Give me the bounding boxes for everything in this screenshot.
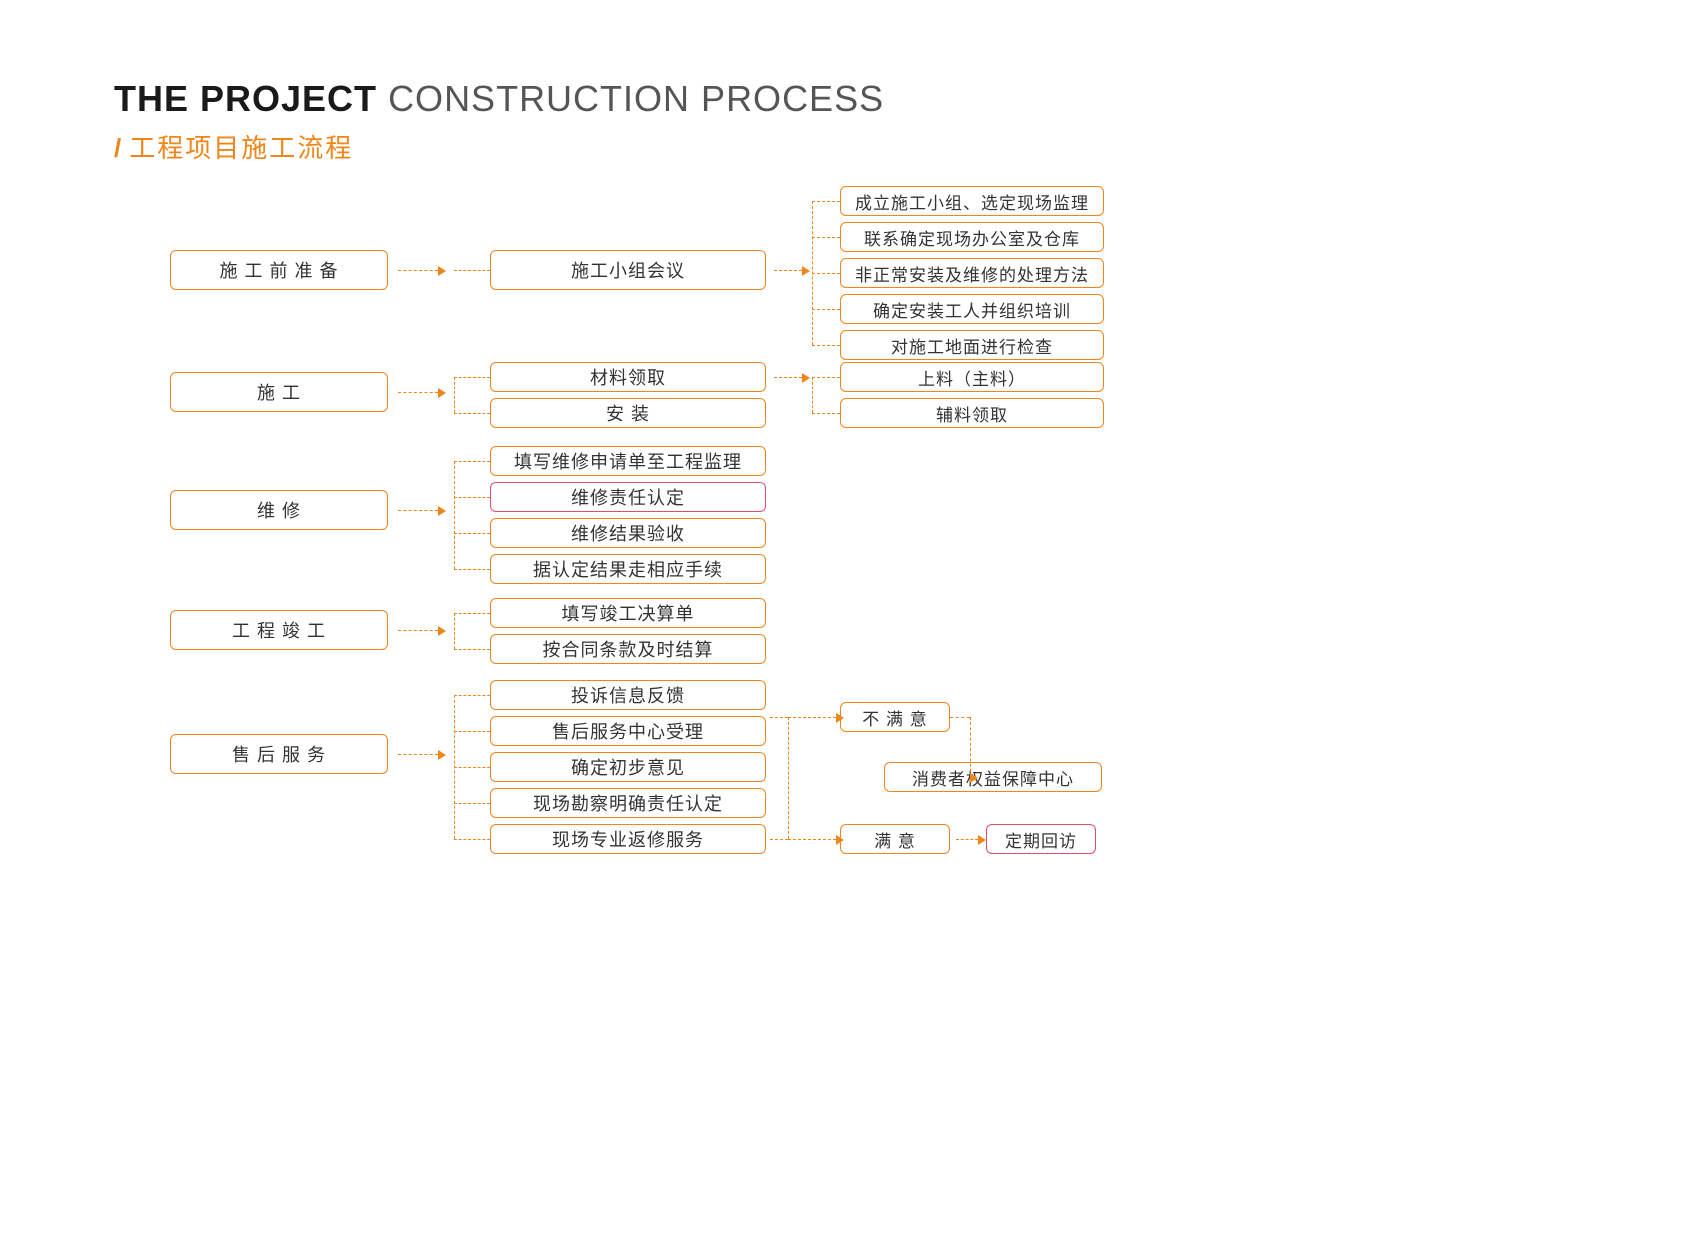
connector	[454, 533, 490, 534]
connector	[454, 839, 490, 840]
connector	[812, 377, 813, 413]
step-repair-2: 维修结果验收	[490, 518, 766, 548]
connector	[454, 613, 455, 649]
detail-prep-1: 联系确定现场办公室及仓库	[840, 222, 1104, 252]
connector	[454, 767, 490, 768]
connector	[454, 731, 490, 732]
stage-repair: 维 修	[170, 490, 388, 530]
step-after-3: 现场勘察明确责任认定	[490, 788, 766, 818]
box-consumer-center: 消费者权益保障中心	[884, 762, 1102, 792]
connector	[812, 309, 840, 310]
detail-construct-0: 上料（主料）	[840, 362, 1104, 392]
box-satisfied: 满 意	[840, 824, 950, 854]
connector	[454, 803, 490, 804]
step-repair-1: 维修责任认定	[490, 482, 766, 512]
connector	[812, 413, 840, 414]
step-repair-3: 据认定结果走相应手续	[490, 554, 766, 584]
connector	[788, 717, 789, 839]
connector	[454, 569, 490, 570]
step-after-0: 投诉信息反馈	[490, 680, 766, 710]
connector	[812, 237, 840, 238]
step-prep-0: 施工小组会议	[490, 250, 766, 290]
connector	[454, 461, 455, 569]
connector	[454, 497, 490, 498]
arrow	[774, 377, 802, 378]
detail-prep-3: 确定安装工人并组织培训	[840, 294, 1104, 324]
connector	[770, 717, 788, 718]
connector	[812, 377, 840, 378]
detail-prep-0: 成立施工小组、选定现场监理	[840, 186, 1104, 216]
connector	[454, 377, 455, 413]
arrow	[956, 839, 978, 840]
box-revisit: 定期回访	[986, 824, 1096, 854]
arrow	[398, 392, 438, 393]
connector	[454, 649, 490, 650]
connector	[454, 413, 490, 414]
connector	[770, 839, 788, 840]
step-complete-1: 按合同条款及时结算	[490, 634, 766, 664]
detail-prep-2: 非正常安装及维修的处理方法	[840, 258, 1104, 288]
connector	[454, 695, 490, 696]
connector	[454, 270, 490, 271]
arrow	[398, 630, 438, 631]
stage-construct: 施 工	[170, 372, 388, 412]
connector	[454, 377, 490, 378]
step-construct-0: 材料领取	[490, 362, 766, 392]
connector	[454, 461, 490, 462]
stage-complete: 工 程 竣 工	[170, 610, 388, 650]
connector	[970, 717, 971, 777]
stage-prep: 施 工 前 准 备	[170, 250, 388, 290]
connector	[812, 201, 840, 202]
arrow	[774, 270, 802, 271]
connector	[454, 613, 490, 614]
arrow	[398, 754, 438, 755]
connector	[788, 717, 836, 718]
stage-after: 售 后 服 务	[170, 734, 388, 774]
connector	[788, 839, 836, 840]
step-after-4: 现场专业返修服务	[490, 824, 766, 854]
step-complete-0: 填写竣工决算单	[490, 598, 766, 628]
detail-prep-4: 对施工地面进行检查	[840, 330, 1104, 360]
connector	[812, 345, 840, 346]
step-after-1: 售后服务中心受理	[490, 716, 766, 746]
step-construct-1: 安 装	[490, 398, 766, 428]
connector	[812, 273, 840, 274]
detail-construct-1: 辅料领取	[840, 398, 1104, 428]
box-unsatisfied: 不 满 意	[840, 702, 950, 732]
flowchart-canvas: 施 工 前 准 备 施工小组会议 成立施工小组、选定现场监理联系确定现场办公室及仓库…	[0, 0, 1684, 1241]
step-after-2: 确定初步意见	[490, 752, 766, 782]
connector	[950, 717, 970, 718]
arrow	[398, 510, 438, 511]
step-repair-0: 填写维修申请单至工程监理	[490, 446, 766, 476]
arrow	[398, 270, 438, 271]
